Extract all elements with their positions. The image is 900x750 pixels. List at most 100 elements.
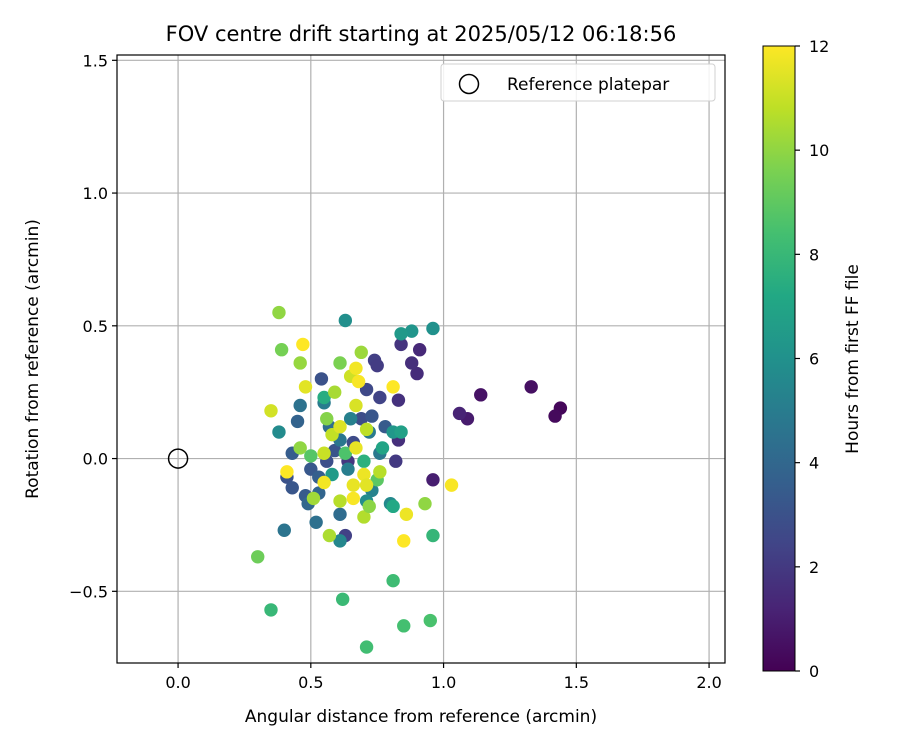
data-point — [290, 414, 305, 429]
data-point — [394, 327, 408, 341]
colorbar-tick-label: 12 — [809, 37, 829, 56]
data-point — [317, 475, 331, 490]
data-point — [351, 374, 366, 389]
data-point — [354, 412, 368, 426]
y-tick-label: −0.5 — [69, 582, 108, 601]
data-point — [317, 390, 331, 405]
colorbar-tick-label: 6 — [809, 350, 819, 369]
data-point — [272, 305, 286, 320]
x-tick-label: 0.0 — [165, 673, 190, 692]
data-point — [394, 425, 408, 439]
data-point — [306, 491, 321, 506]
data-point — [349, 441, 363, 455]
data-point — [397, 619, 411, 633]
data-point — [386, 573, 400, 588]
data-point — [423, 613, 437, 628]
colorbar-tick-label: 2 — [809, 558, 819, 577]
data-point — [293, 356, 307, 370]
data-point — [333, 420, 347, 434]
data-point — [410, 366, 424, 381]
plot-frame — [116, 54, 726, 664]
y-axis-ticks: −0.5 0.0 0.5 1.0 1.5 — [69, 51, 117, 601]
data-point — [375, 441, 390, 455]
data-point — [405, 356, 419, 370]
data-point — [314, 372, 329, 386]
data-point — [346, 478, 360, 492]
legend-box — [440, 63, 716, 102]
data-point — [309, 515, 323, 529]
data-point — [418, 496, 432, 511]
data-point — [391, 393, 406, 407]
data-point — [320, 412, 334, 426]
data-point — [338, 313, 353, 328]
data-point — [474, 388, 488, 402]
data-point — [277, 523, 291, 537]
data-point — [272, 425, 286, 439]
x-tick-label: 1.5 — [564, 673, 589, 692]
data-point — [322, 528, 337, 543]
y-tick-label: 0.0 — [83, 450, 108, 469]
data-point — [426, 321, 440, 336]
data-point — [333, 534, 347, 548]
reference-platepar-marker — [167, 448, 189, 469]
data-point — [524, 380, 538, 394]
data-point — [293, 398, 307, 413]
y-tick-label: 1.0 — [83, 184, 108, 203]
x-axis-label: Angular distance from reference (arcmin) — [245, 707, 597, 727]
x-tick-label: 1.0 — [431, 673, 456, 692]
data-point — [389, 454, 403, 468]
colorbar-gradient — [763, 46, 795, 671]
x-tick-label: 0.5 — [298, 673, 323, 692]
data-point — [346, 491, 360, 506]
colorbar-tick-label: 0 — [809, 662, 819, 681]
colorbar-label: Hours from first FF file — [843, 264, 863, 454]
data-point — [349, 361, 363, 375]
legend-marker-icon — [458, 73, 480, 95]
colorbar-tick-label: 10 — [809, 141, 829, 160]
data-point — [328, 443, 342, 458]
data-point — [333, 356, 347, 370]
data-point — [359, 640, 374, 654]
data-point — [354, 345, 368, 360]
chart-title: FOV centre drift starting at 2025/05/12 … — [166, 22, 677, 46]
x-axis-ticks: 0.0 0.5 1.0 1.5 2.0 — [165, 663, 722, 692]
data-point — [317, 446, 331, 460]
grid-lines — [117, 55, 725, 663]
data-point — [548, 409, 562, 423]
data-point — [296, 337, 310, 352]
data-point — [362, 499, 376, 514]
data-point — [373, 465, 387, 479]
data-point — [426, 473, 440, 487]
data-point — [370, 358, 384, 373]
data-point — [357, 467, 371, 482]
data-point — [285, 481, 299, 495]
data-point — [264, 603, 278, 617]
data-point — [333, 507, 347, 522]
data-point — [341, 462, 355, 476]
data-point — [328, 385, 342, 399]
data-point — [365, 409, 379, 423]
data-point — [264, 404, 278, 418]
y-axis-label: Rotation from reference (arcmin) — [23, 219, 43, 499]
data-point — [426, 528, 440, 543]
data-point — [274, 343, 289, 357]
data-point — [343, 412, 358, 426]
data-point — [359, 422, 374, 437]
data-point — [444, 478, 459, 492]
data-point — [333, 494, 347, 508]
data-point — [397, 534, 411, 548]
data-point — [373, 390, 387, 405]
data-point — [405, 324, 419, 338]
scatter-points — [251, 305, 568, 654]
data-point — [280, 465, 294, 479]
data-point — [349, 398, 363, 413]
data-point — [335, 592, 350, 606]
colorbar-tick-label: 8 — [809, 245, 819, 264]
data-point — [386, 380, 400, 394]
data-point — [293, 441, 307, 455]
data-point — [399, 507, 414, 522]
colorbar: 0 2 4 6 8 10 12 Hours from first FF file — [762, 37, 863, 681]
y-tick-label: 1.5 — [83, 51, 108, 70]
data-point — [357, 510, 371, 524]
